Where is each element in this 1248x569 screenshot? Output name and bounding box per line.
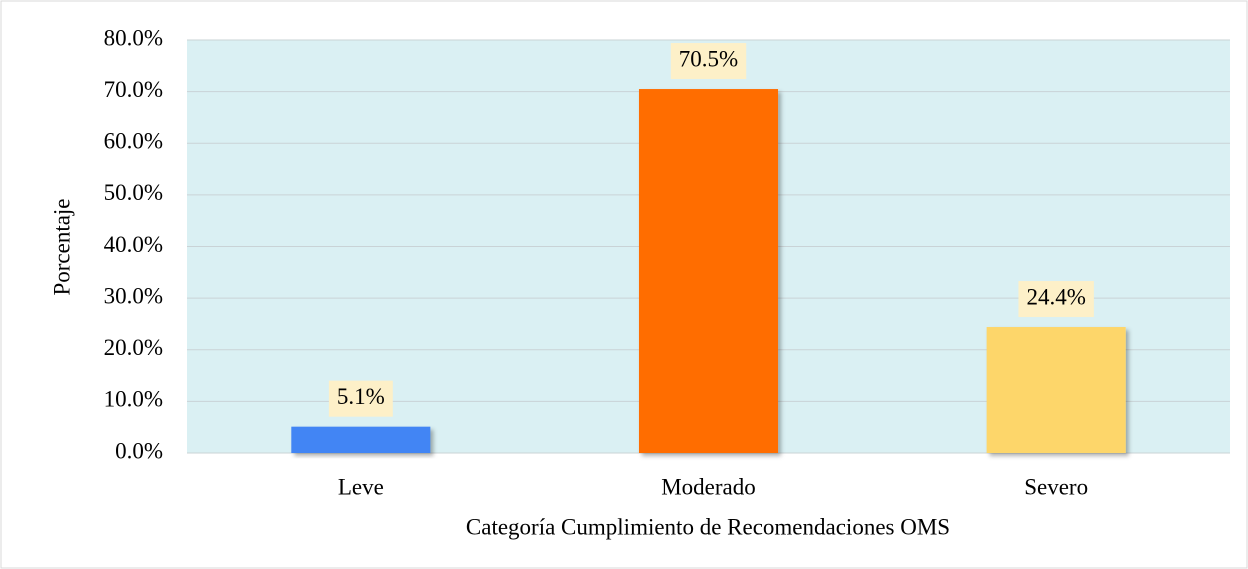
data-label: 24.4% [1026, 284, 1085, 309]
x-tick-label: Moderado [661, 474, 756, 499]
data-label: 70.5% [679, 46, 738, 71]
data-label-bg [1018, 281, 1094, 318]
data-label-bg [670, 43, 747, 80]
y-tick-label: 70.0% [104, 77, 163, 102]
bar [986, 327, 1126, 453]
data-label-bg [328, 380, 393, 417]
y-tick-label: 50.0% [104, 180, 163, 205]
y-tick-label: 0.0% [115, 438, 163, 463]
data-label: 5.1% [337, 384, 385, 409]
y-tick-label: 10.0% [104, 387, 163, 412]
x-tick-label: Severo [1024, 474, 1088, 499]
y-tick-label: 40.0% [104, 232, 163, 257]
y-tick-label: 60.0% [104, 129, 163, 154]
y-tick-label: 30.0% [104, 283, 163, 308]
y-axis-title: Porcentaje [49, 198, 74, 295]
y-tick-label: 80.0% [104, 25, 163, 50]
x-axis-title: Categoría Cumplimiento de Recomendacione… [466, 514, 950, 539]
bar [638, 89, 779, 453]
x-tick-label: Leve [338, 474, 384, 499]
bar [291, 426, 431, 453]
y-tick-label: 20.0% [104, 335, 163, 360]
